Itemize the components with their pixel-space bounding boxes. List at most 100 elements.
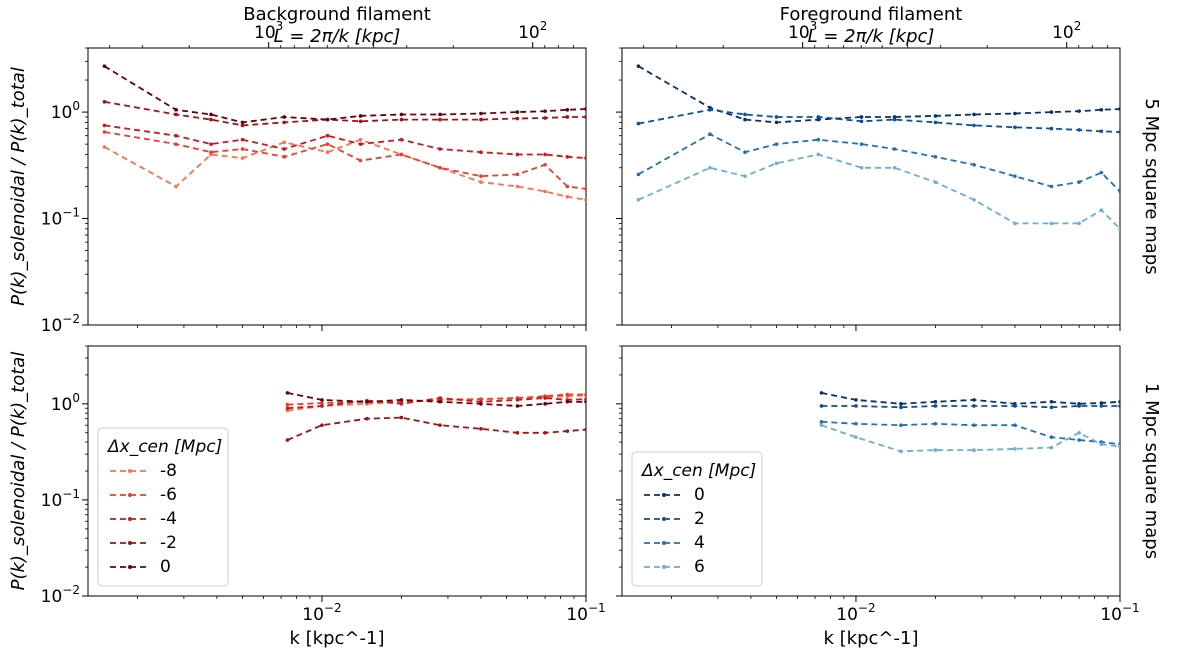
data-point [282, 155, 287, 159]
data-point [708, 165, 712, 170]
data-point [972, 112, 976, 117]
data-point [1099, 401, 1104, 405]
data-point [543, 402, 547, 406]
data-point [1099, 404, 1104, 408]
data-point [859, 115, 864, 119]
panel-title: Foreground filament [780, 4, 963, 25]
series-line-0 [103, 65, 586, 124]
plot-frame [621, 47, 1121, 326]
data-point [209, 117, 213, 122]
legend-marker [662, 493, 666, 497]
data-point [438, 423, 442, 427]
legend-box [631, 451, 763, 587]
data-point [1013, 125, 1017, 130]
y-tick-label: 10−1 [41, 487, 80, 511]
data-point [515, 184, 520, 189]
x-tick-label: 10−1 [1100, 601, 1139, 625]
series-group [102, 64, 586, 202]
series-group [819, 391, 1120, 454]
data-point [933, 180, 938, 184]
data-point [102, 145, 107, 149]
data-point [325, 117, 330, 122]
data-point [1118, 107, 1120, 111]
data-point [565, 429, 570, 433]
data-point [972, 123, 976, 128]
top-tick-label: 103 [254, 19, 283, 43]
data-point [819, 420, 824, 424]
legend-label: -6 [160, 485, 177, 505]
data-point [972, 162, 976, 167]
data-point [1077, 128, 1081, 132]
data-point [1099, 129, 1104, 134]
data-point [899, 449, 903, 454]
data-point [636, 64, 641, 68]
data-point [399, 402, 404, 406]
data-point [1049, 405, 1054, 410]
data-point [240, 120, 245, 125]
data-point [584, 107, 586, 111]
data-point [174, 133, 178, 138]
data-point [892, 147, 897, 151]
data-point [438, 165, 442, 170]
data-point [972, 398, 976, 402]
series-group [636, 64, 1120, 231]
data-point [1099, 108, 1104, 112]
series-line--8 [103, 138, 586, 201]
data-point [819, 423, 824, 427]
data-point [320, 423, 324, 427]
data-point [899, 402, 903, 406]
data-point [1049, 221, 1054, 226]
data-point [565, 184, 570, 189]
data-point [399, 137, 404, 142]
data-point [515, 430, 520, 435]
data-point [584, 187, 586, 191]
data-point [1099, 442, 1104, 447]
data-point [899, 405, 903, 410]
data-point [933, 448, 938, 452]
data-point [102, 123, 107, 128]
data-point [565, 400, 570, 404]
data-point [479, 402, 483, 406]
data-point [1049, 400, 1054, 404]
data-point [1049, 110, 1054, 114]
legend-marker [128, 469, 132, 473]
data-point [899, 423, 903, 427]
legend-box [97, 427, 229, 587]
data-point [933, 400, 938, 404]
data-point [708, 108, 712, 112]
series-line-6 [821, 424, 1120, 453]
data-point [399, 117, 404, 122]
legend-title: Δx_cen [Mpc] [640, 461, 756, 481]
data-point [543, 430, 547, 435]
legend-marker [128, 565, 132, 569]
data-point [1077, 438, 1081, 442]
data-point [399, 152, 404, 157]
data-point [282, 147, 287, 151]
data-point [859, 119, 864, 124]
data-point [859, 165, 864, 170]
data-point [285, 406, 290, 411]
legend: Δx_cen [Mpc] -8 -6 -4 -2 0 [97, 427, 229, 587]
data-point [743, 117, 747, 122]
data-point [399, 112, 404, 117]
x-tick-label: 10−2 [836, 601, 875, 625]
legend-label: 0 [694, 485, 705, 505]
legend-label: -2 [160, 533, 177, 553]
data-point [892, 165, 897, 170]
data-point [285, 402, 290, 407]
x-axis-label: k [kpc^-1] [824, 628, 919, 649]
y-tick-label: 10−1 [41, 206, 80, 230]
data-point [1049, 126, 1054, 131]
data-point [708, 132, 712, 136]
data-point [972, 448, 976, 452]
legend-marker [128, 517, 132, 521]
data-point [543, 189, 547, 194]
data-point [1013, 404, 1017, 408]
top-axis-label: L = 2π/k [kpc] [274, 26, 401, 47]
data-point [1013, 447, 1017, 451]
top-tick-label: 103 [788, 19, 817, 43]
data-point [358, 119, 363, 124]
series-line--6 [104, 131, 586, 190]
data-point [1118, 130, 1120, 134]
